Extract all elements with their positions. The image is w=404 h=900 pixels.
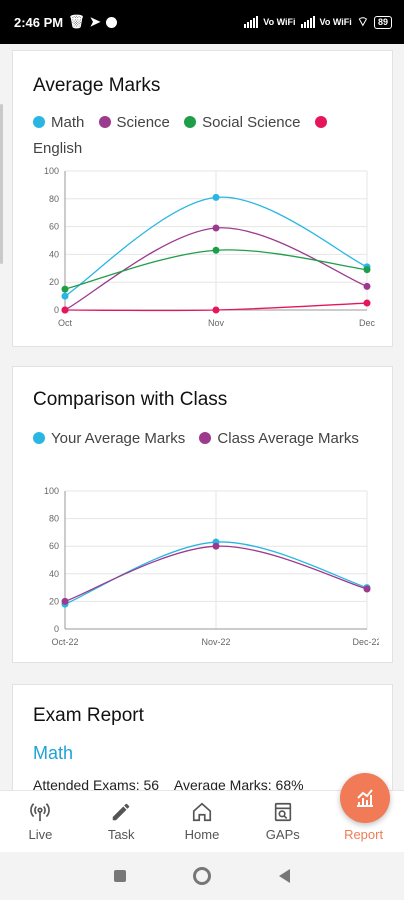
report-chart-icon — [357, 789, 373, 807]
data-point — [212, 193, 220, 201]
scroll-content[interactable]: Average Marks Math Science Social Scienc… — [0, 44, 404, 790]
status-time: 2:46 PM — [14, 14, 64, 30]
y-tick-label: 0 — [54, 624, 59, 634]
x-tick-label: Dec — [359, 318, 376, 328]
y-tick-label: 100 — [44, 166, 59, 176]
gaps-document-search-icon — [274, 802, 291, 822]
comparison-card: Comparison with Class Your Average Marks… — [12, 366, 393, 663]
average-marks-card: Average Marks Math Science Social Scienc… — [12, 50, 393, 347]
legend-item-your-average[interactable]: Your Average Marks — [33, 426, 185, 452]
nav-report-label: Report — [344, 827, 384, 842]
home-circle-icon[interactable] — [193, 867, 212, 885]
y-tick-label: 80 — [49, 194, 59, 204]
x-tick-label: Oct-22 — [51, 637, 78, 647]
legend-dot — [33, 432, 45, 444]
legend-dot — [199, 432, 212, 444]
wifi-icon: ⌔ — [356, 14, 369, 29]
x-tick-label: Nov — [208, 318, 225, 328]
data-point — [212, 306, 220, 314]
scrollbar[interactable] — [0, 104, 3, 264]
live-broadcast-icon — [30, 803, 51, 822]
nav-task-label: Task — [107, 827, 135, 842]
nav-live-label: Live — [28, 827, 53, 842]
exam-stats: Attended Exams: 56 Average Marks: 68% — [33, 777, 304, 790]
report-fab-button[interactable] — [340, 773, 390, 823]
y-tick-label: 20 — [49, 596, 59, 606]
network-label-1: Vo WiFi — [263, 17, 296, 27]
legend-item-social-science[interactable]: Social Science — [184, 110, 300, 136]
system-nav-bar — [0, 852, 404, 900]
legend-label: Science — [116, 114, 170, 131]
navigation-arrow-icon: ➤ — [89, 14, 101, 29]
data-point — [212, 224, 220, 232]
pencil-icon — [112, 803, 130, 821]
legend-dot — [314, 116, 327, 128]
data-point — [61, 306, 69, 314]
legend-label: Your Average Marks — [51, 430, 186, 447]
average-marks-legend: Math Science Social Science English — [33, 110, 373, 162]
y-tick-label: 60 — [49, 222, 59, 232]
home-icon — [192, 802, 212, 822]
y-tick-label: 80 — [49, 514, 59, 524]
legend-label: Social Science — [202, 114, 301, 131]
legend-item-math[interactable]: Math — [33, 110, 84, 136]
network-label-2: Vo WiFi — [319, 17, 352, 27]
dot-notification-icon — [105, 16, 117, 28]
legend-label: Math — [51, 114, 85, 131]
legend-item-science[interactable]: Science — [98, 110, 170, 136]
data-point — [363, 266, 371, 274]
data-point — [61, 292, 69, 300]
nav-task[interactable]: Task — [81, 791, 162, 852]
legend-dot — [33, 116, 45, 128]
y-tick-label: 40 — [49, 569, 59, 579]
comparison-legend: Your Average Marks Class Average Marks — [33, 426, 373, 452]
trash-notification-icon: 🗑 — [68, 14, 85, 29]
legend-label: Class Average Marks — [217, 430, 359, 447]
status-bar: 2:46 PM 🗑 ➤ Vo WiFi Vo WiFi ⌔ 89 — [0, 0, 404, 44]
nav-report[interactable]: Report — [323, 791, 404, 852]
comparison-title: Comparison with Class — [33, 389, 228, 410]
back-triangle-icon[interactable] — [279, 869, 291, 883]
signal-icon — [244, 16, 259, 28]
legend-label-english: English — [33, 140, 83, 157]
data-point — [363, 282, 371, 290]
legend-item-english[interactable] — [314, 110, 333, 136]
nav-home[interactable]: Home — [162, 791, 243, 852]
x-tick-label: Dec-22 — [352, 637, 379, 647]
legend-dot — [184, 116, 197, 128]
average-marks-chart: 0 20 40 60 80 100 Oct Nov Dec — [44, 166, 376, 328]
y-tick-label: 60 — [49, 541, 59, 551]
exam-report-card: Exam Report Math Attended Exams: 56 Aver… — [12, 684, 393, 790]
y-tick-label: 0 — [54, 305, 59, 315]
nav-gaps-label: GAPs — [265, 827, 300, 842]
nav-live[interactable]: Live — [0, 791, 81, 852]
y-tick-label: 100 — [44, 486, 59, 496]
y-tick-label: 20 — [49, 277, 59, 287]
data-point — [212, 542, 220, 550]
data-point — [363, 299, 371, 307]
x-tick-label: Oct — [58, 318, 73, 328]
x-tick-label: Nov-22 — [201, 637, 230, 647]
nav-home-label: Home — [184, 827, 220, 842]
exam-subject-math[interactable]: Math — [33, 743, 74, 763]
data-point — [61, 285, 69, 293]
y-tick-label: 40 — [49, 249, 59, 259]
bottom-nav: Live Task Home GAPs Report — [0, 790, 404, 852]
data-point — [61, 597, 69, 605]
recent-apps-icon[interactable] — [113, 870, 126, 882]
data-point — [363, 585, 371, 593]
data-point — [212, 246, 220, 254]
average-marks-title: Average Marks — [33, 75, 161, 96]
comparison-chart: 0 20 40 60 80 100 Oct-22 Nov-22 Dec-22 — [44, 486, 379, 647]
exam-report-title: Exam Report — [33, 705, 144, 726]
legend-item-class-average[interactable]: Class Average Marks — [199, 426, 359, 452]
legend-dot — [98, 116, 111, 128]
signal-icon-2 — [300, 16, 315, 28]
average-marks-stat: Average Marks: 68% — [173, 777, 304, 790]
nav-gaps[interactable]: GAPs — [242, 791, 323, 852]
battery-icon: 89 — [373, 15, 392, 29]
attended-exams: Attended Exams: 56 — [33, 777, 160, 790]
